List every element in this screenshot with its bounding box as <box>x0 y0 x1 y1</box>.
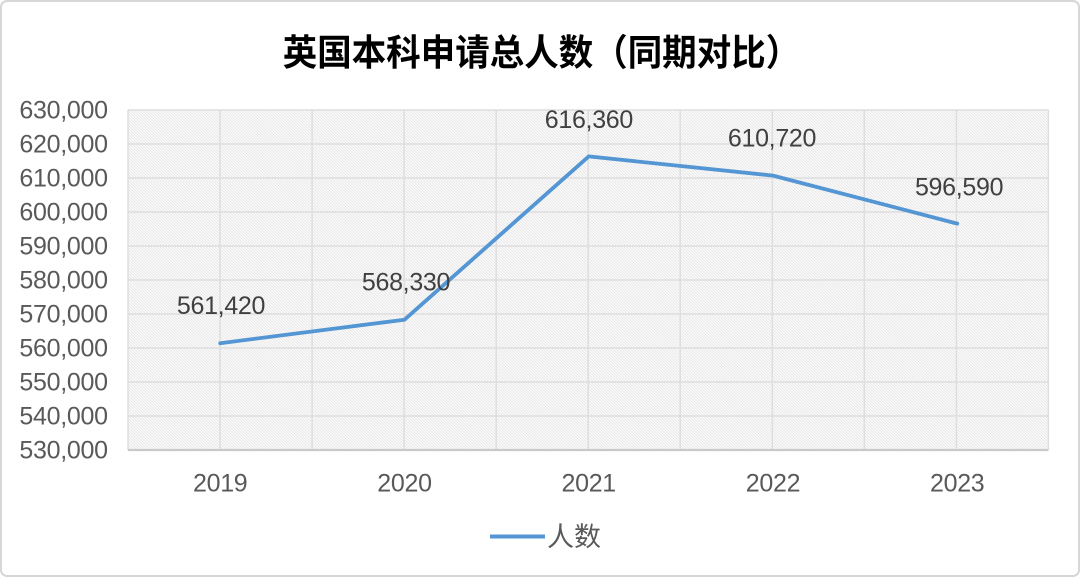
svg-text:580,000: 580,000 <box>19 267 107 295</box>
svg-text:630,000: 630,000 <box>19 97 107 125</box>
svg-text:610,720: 610,720 <box>728 125 816 153</box>
svg-text:540,000: 540,000 <box>19 403 107 431</box>
svg-text:2021: 2021 <box>561 469 615 497</box>
svg-text:590,000: 590,000 <box>19 233 107 261</box>
svg-text:550,000: 550,000 <box>19 369 107 397</box>
svg-text:530,000: 530,000 <box>19 437 107 465</box>
svg-text:568,330: 568,330 <box>362 269 450 297</box>
svg-text:616,360: 616,360 <box>545 106 633 134</box>
svg-text:600,000: 600,000 <box>19 199 107 227</box>
svg-text:610,000: 610,000 <box>19 165 107 193</box>
svg-text:570,000: 570,000 <box>19 301 107 329</box>
svg-text:2022: 2022 <box>746 469 800 497</box>
svg-text:2019: 2019 <box>193 469 247 497</box>
svg-text:2020: 2020 <box>377 469 431 497</box>
svg-text:560,000: 560,000 <box>19 335 107 363</box>
svg-text:561,420: 561,420 <box>177 292 265 320</box>
svg-text:596,590: 596,590 <box>915 174 1003 202</box>
svg-text:2023: 2023 <box>930 469 984 497</box>
svg-text:620,000: 620,000 <box>19 131 107 159</box>
